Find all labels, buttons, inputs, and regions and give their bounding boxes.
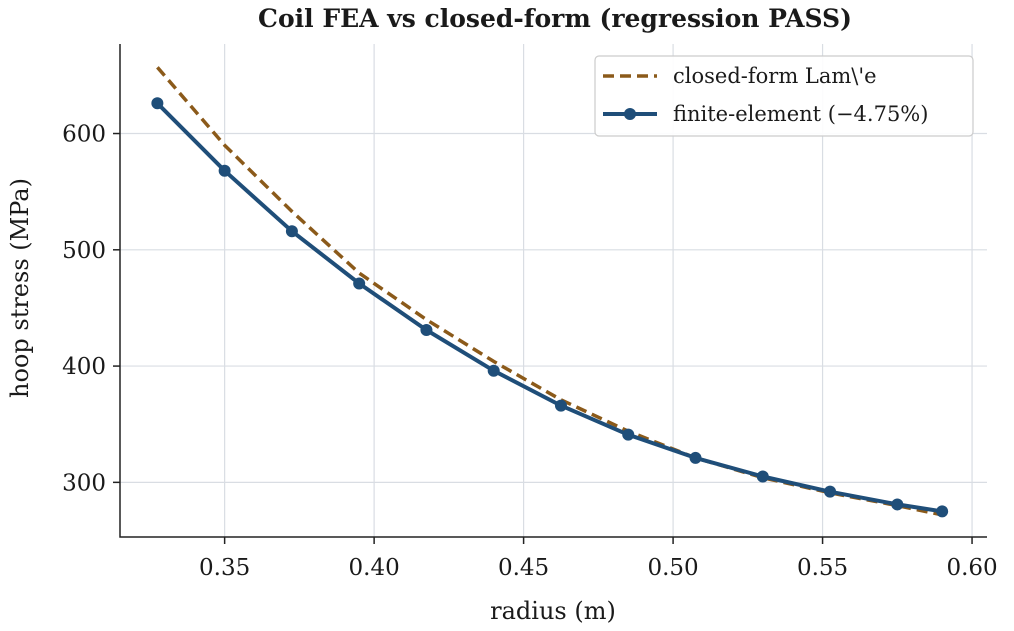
x-tick-label: 0.60 xyxy=(946,555,997,581)
finite-element-line xyxy=(155,101,945,514)
finite-element-point xyxy=(285,225,298,238)
plot-series xyxy=(151,66,949,518)
x-tick-label: 0.50 xyxy=(647,555,698,581)
x-tick-label: 0.40 xyxy=(349,555,400,581)
finite-element-point xyxy=(689,451,702,464)
finite-element-point xyxy=(891,498,904,511)
legend: closed-form Lam\'e finite-element (−4.75… xyxy=(594,55,974,137)
axes-spines xyxy=(119,44,987,538)
axis-ticks: 0.35 0.40 0.45 0.50 0.55 0.60 300 400 500 600 xyxy=(62,122,998,581)
legend-label-finite-element: finite-element (−4.75%) xyxy=(673,102,928,126)
legend-box xyxy=(594,55,974,137)
legend-marker-finite-element xyxy=(624,108,636,120)
y-axis-label: hoop stress (MPa) xyxy=(6,178,34,398)
x-tick-label: 0.55 xyxy=(797,555,848,581)
legend-label-closed-form: closed-form Lam\'e xyxy=(673,64,877,88)
finite-element-point xyxy=(353,277,366,290)
y-tick-label: 400 xyxy=(62,354,106,380)
finite-element-point xyxy=(218,164,231,177)
x-tick-label: 0.45 xyxy=(498,555,549,581)
y-tick-label: 300 xyxy=(62,470,106,496)
x-axis-label: radius (m) xyxy=(490,597,616,625)
finite-element-point xyxy=(151,97,164,110)
finite-element-point xyxy=(824,485,837,498)
finite-element-point xyxy=(554,399,567,412)
finite-element-point xyxy=(420,324,433,337)
y-tick-label: 500 xyxy=(62,238,106,264)
y-tick-label: 600 xyxy=(62,122,106,148)
finite-element-point xyxy=(936,505,949,518)
finite-element-point xyxy=(487,364,500,377)
x-tick-label: 0.35 xyxy=(199,555,250,581)
chart-title: Coil FEA vs closed-form (regression PASS… xyxy=(258,4,852,33)
finite-element-point xyxy=(622,428,635,441)
finite-element-point xyxy=(756,470,769,483)
